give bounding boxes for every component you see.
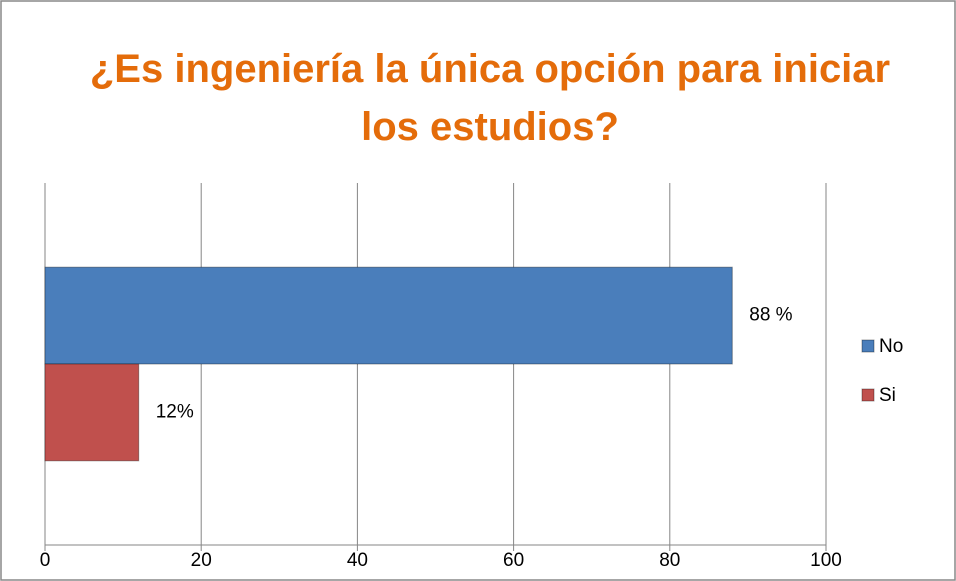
x-tick-label: 0 (40, 550, 51, 571)
legend-label: No (879, 336, 903, 357)
x-tick-label: 100 (810, 550, 842, 571)
legend-label: Si (879, 385, 896, 406)
data-label: 12% (156, 401, 194, 422)
x-tick-label: 80 (659, 550, 680, 571)
x-tick-label: 40 (347, 550, 368, 571)
legend-swatch (861, 339, 875, 353)
legend-swatch (861, 388, 875, 402)
bar (44, 363, 140, 462)
x-tick-label: 20 (191, 550, 212, 571)
bar (44, 266, 733, 365)
data-label: 88 % (749, 305, 792, 326)
x-tick-label: 60 (503, 550, 524, 571)
chart-title: ¿Es ingeniería la única opción para inic… (89, 47, 891, 149)
